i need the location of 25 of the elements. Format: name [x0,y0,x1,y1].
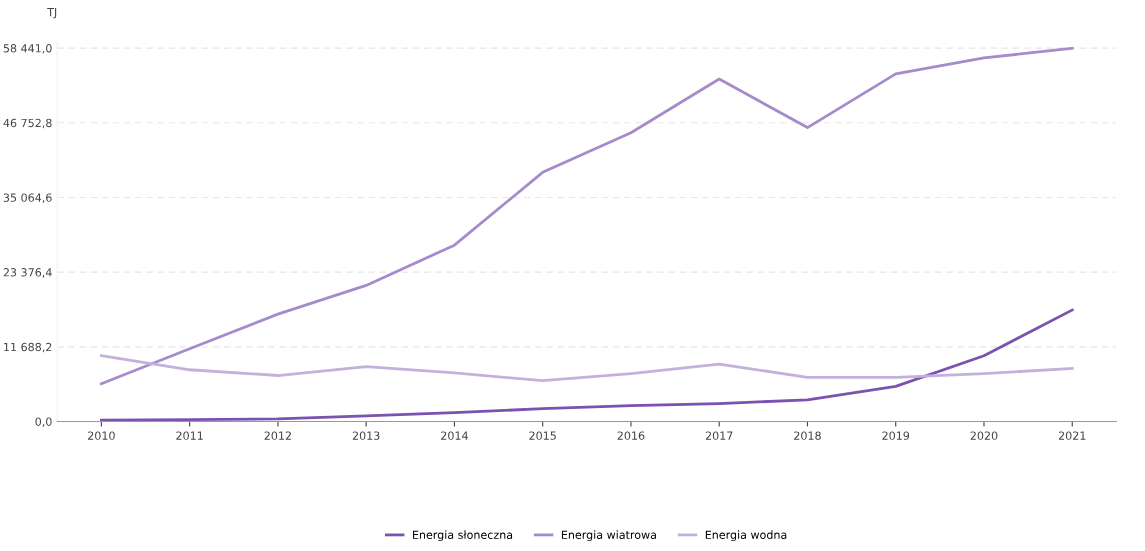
y-tick-label: 58 441,0 [3,44,52,54]
y-tick-label: 11 688,2 [4,342,52,353]
legend-label: Energia wodna [705,530,787,542]
x-tick-label: 2021 [1058,431,1086,440]
y-tick-label: 35 064,6 [3,193,52,203]
y-tick-label: 23 376,4 [3,268,52,278]
x-tick-label: 2015 [529,431,556,440]
x-tick-label: 2019 [882,431,910,440]
x-tick-label: 2010 [88,431,115,440]
y-axis-title: TJ [47,8,57,19]
line-series [99,46,1074,386]
y-tick-label: 46 752,8 [3,118,52,129]
line-series [99,308,1074,422]
y-tick-label: 0,0 [35,417,52,428]
line-series [99,354,1074,383]
x-tick-label: 2013 [352,431,380,440]
x-tick-label: 2018 [794,431,821,440]
x-tick-label: 2012 [264,431,291,440]
x-tick-label: 2014 [441,431,468,440]
x-tick-label: 2016 [617,431,645,440]
x-tick-label: 2020 [970,431,998,440]
legend-label: Energia słoneczna [412,530,513,542]
legend-label: Energia wiatrowa [561,530,656,542]
x-tick-label: 2011 [176,431,203,440]
x-tick-label: 2017 [705,431,733,440]
